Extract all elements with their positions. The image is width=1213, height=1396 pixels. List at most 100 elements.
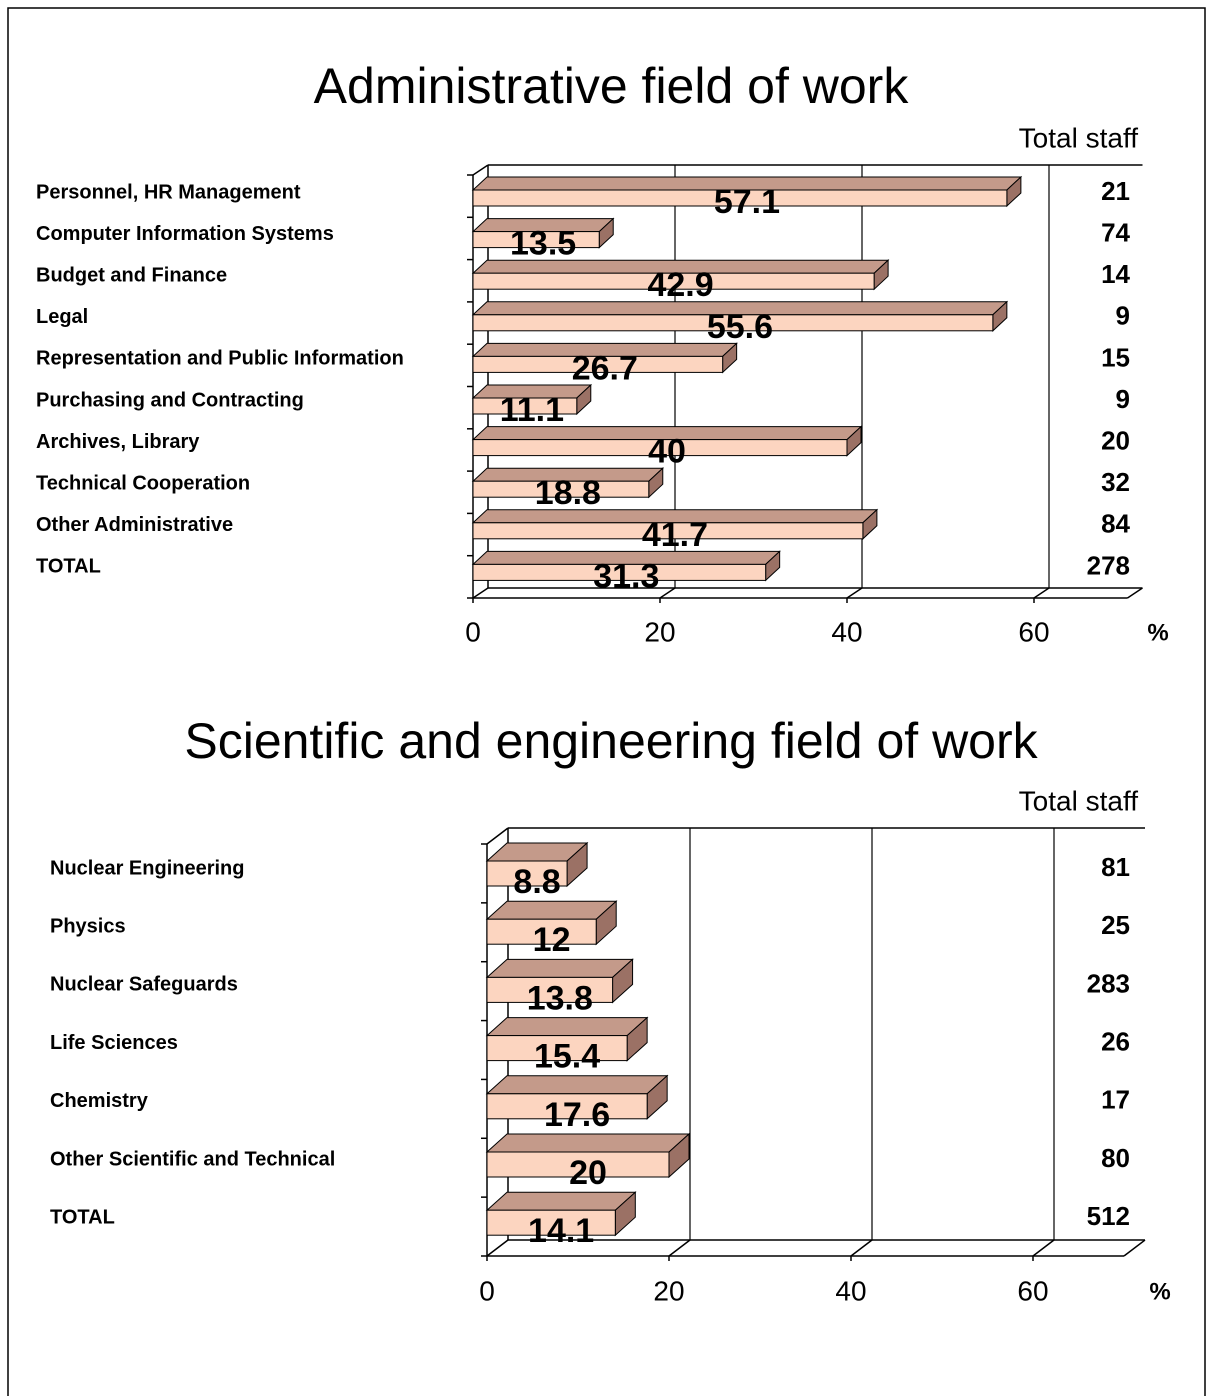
bar-top <box>485 1133 691 1153</box>
x-axis-label: % <box>1147 619 1168 646</box>
bar <box>472 231 600 249</box>
total-staff: 20 <box>1101 425 1130 455</box>
bar <box>472 480 650 498</box>
bar <box>486 918 597 945</box>
x-tick-label: 60 <box>1017 1275 1048 1306</box>
x-tick-label: 0 <box>465 616 481 647</box>
data-label: 26.7 <box>572 349 638 387</box>
x-tick <box>850 1239 873 1257</box>
data-label: 31.3 <box>593 557 659 595</box>
total-staff: 84 <box>1101 509 1130 539</box>
total-staff: 74 <box>1101 217 1130 247</box>
bar <box>486 976 614 1003</box>
data-label: 20 <box>569 1154 607 1192</box>
data-label: 40 <box>648 433 686 471</box>
category-label: Technical Cooperation <box>36 472 250 494</box>
bar <box>472 355 724 373</box>
total-staff: 21 <box>1101 176 1130 206</box>
category-label: Nuclear Safeguards <box>50 974 238 996</box>
x-tick-label: 20 <box>653 1275 684 1306</box>
total-staff: 25 <box>1101 910 1130 940</box>
data-label: 12 <box>533 921 571 959</box>
total-staff: 17 <box>1101 1085 1130 1115</box>
category-label: Legal <box>36 306 88 328</box>
x-tick <box>846 587 863 599</box>
chart-title: Administrative field of work <box>314 58 910 114</box>
category-label: Physics <box>50 915 126 937</box>
bar <box>486 1151 670 1178</box>
total-staff: 512 <box>1087 1201 1130 1231</box>
total-staff: 15 <box>1101 342 1130 372</box>
x-axis-label: % <box>1149 1278 1170 1305</box>
category-label: Personnel, HR Management <box>36 181 301 203</box>
category-label: Representation and Public Information <box>36 348 404 370</box>
category-label: TOTAL <box>36 556 101 578</box>
total-staff: 9 <box>1116 301 1130 331</box>
total-staff: 9 <box>1116 384 1130 414</box>
x-tick <box>668 1239 691 1257</box>
data-label: 55.6 <box>707 308 773 346</box>
category-label: Budget and Finance <box>36 264 227 286</box>
bar <box>472 522 864 540</box>
column-header: Total staff <box>1019 785 1139 816</box>
x-tick <box>659 587 676 599</box>
bar-top <box>485 1075 669 1095</box>
x-tick-label: 40 <box>831 616 862 647</box>
x-tick <box>472 587 489 599</box>
category-label: Archives, Library <box>36 431 200 453</box>
total-staff: 283 <box>1087 968 1130 998</box>
data-label: 11.1 <box>500 391 564 429</box>
floor-right <box>1123 1239 1146 1257</box>
category-label: Nuclear Engineering <box>50 857 245 879</box>
data-label: 13.8 <box>527 979 593 1017</box>
category-label: Other Administrative <box>36 514 233 536</box>
category-label: Computer Information Systems <box>36 223 334 245</box>
bar <box>472 439 848 457</box>
data-label: 15.4 <box>534 1038 600 1076</box>
total-staff: 80 <box>1101 1143 1130 1173</box>
bar <box>486 1035 628 1062</box>
data-label: 13.5 <box>510 225 576 263</box>
bar <box>486 860 568 887</box>
bar <box>472 314 994 332</box>
page-border <box>7 7 1206 1396</box>
category-label: TOTAL <box>50 1206 115 1228</box>
bar <box>472 189 1008 207</box>
column-header: Total staff <box>1019 122 1139 153</box>
axis-corner <box>472 164 489 176</box>
bar-top <box>485 1191 637 1211</box>
x-tick <box>1032 1239 1055 1257</box>
bar <box>486 1209 616 1236</box>
bar-top <box>485 1017 649 1037</box>
total-staff: 278 <box>1087 550 1130 580</box>
total-staff: 32 <box>1101 467 1130 497</box>
bar-top <box>485 900 618 920</box>
x-tick <box>486 1239 509 1257</box>
total-staff: 14 <box>1101 259 1130 289</box>
floor-right <box>1127 587 1143 599</box>
category-label: Chemistry <box>50 1090 149 1112</box>
data-label: 18.8 <box>535 474 601 512</box>
x-tick-label: 60 <box>1018 616 1049 647</box>
data-label: 17.6 <box>544 1096 610 1134</box>
data-label: 57.1 <box>714 183 780 221</box>
bar <box>472 563 767 581</box>
total-staff: 81 <box>1101 852 1130 882</box>
data-label: 8.8 <box>513 863 560 901</box>
bar <box>486 1093 648 1120</box>
bar-top <box>485 958 634 978</box>
bar <box>472 397 578 415</box>
data-label: 14.1 <box>528 1212 594 1250</box>
x-tick <box>1033 587 1050 599</box>
category-label: Other Scientific and Technical <box>50 1148 335 1170</box>
bar <box>472 272 875 290</box>
category-label: Life Sciences <box>50 1032 178 1054</box>
x-tick-label: 40 <box>835 1275 866 1306</box>
total-staff: 26 <box>1101 1026 1130 1056</box>
axis-corner <box>486 827 509 845</box>
data-label: 42.9 <box>647 266 713 304</box>
data-label: 41.7 <box>642 516 708 554</box>
chart-title: Scientific and engineering field of work <box>184 713 1038 769</box>
x-tick-label: 0 <box>479 1275 495 1306</box>
